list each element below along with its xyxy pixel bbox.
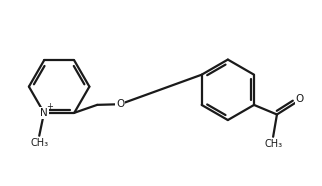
Text: CH₃: CH₃ xyxy=(30,138,48,148)
Text: O: O xyxy=(116,99,124,109)
Text: CH₃: CH₃ xyxy=(264,139,282,149)
Text: N: N xyxy=(40,108,48,118)
Text: O: O xyxy=(296,94,304,104)
Text: +: + xyxy=(46,102,53,111)
